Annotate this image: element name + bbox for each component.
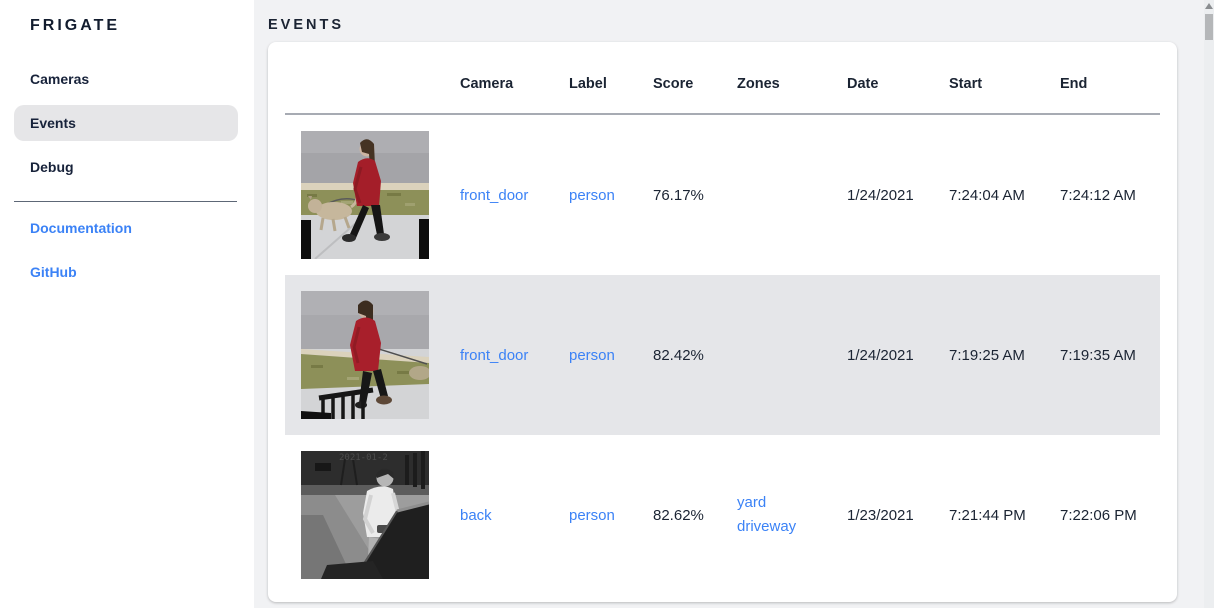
thumbnail-image-woman-red-coat-dog — [301, 131, 429, 259]
camera-link[interactable]: back — [460, 506, 492, 524]
sidebar-item-debug[interactable]: Debug — [14, 149, 238, 185]
date-value: 1/24/2021 — [847, 186, 914, 204]
scrollbar-up-arrow-icon[interactable] — [1205, 3, 1213, 9]
page-title: EVENTS — [268, 17, 345, 33]
label-link[interactable]: person — [569, 346, 615, 364]
zones-cell — [729, 114, 839, 275]
zones-cell: yard driveway — [729, 435, 839, 595]
date-value: 1/23/2021 — [847, 506, 914, 524]
sidebar: FRIGATE Cameras Events Debug Documentati… — [0, 0, 254, 608]
event-thumbnail[interactable] — [301, 131, 429, 259]
zone-link[interactable]: driveway — [737, 518, 797, 535]
camera-link[interactable]: front_door — [460, 186, 529, 204]
sidebar-link-documentation[interactable]: Documentation — [14, 210, 238, 246]
sidebar-link-label: Documentation — [30, 220, 132, 236]
score-value: 82.62% — [653, 506, 704, 524]
main-content: EVENTS Camera Label Score Zones Date Sta… — [254, 0, 1214, 608]
thumbnail-timestamp-text: 2021-01-2 — [339, 453, 388, 463]
col-header-zones: Zones — [729, 60, 839, 115]
sidebar-link-github[interactable]: GitHub — [14, 254, 238, 290]
label-link[interactable]: person — [569, 506, 615, 524]
zone-link[interactable]: yard — [737, 494, 767, 511]
sidebar-item-events[interactable]: Events — [14, 105, 238, 141]
event-thumbnail[interactable] — [301, 291, 429, 419]
score-value: 76.17% — [653, 186, 704, 204]
label-link[interactable]: person — [569, 186, 615, 204]
sidebar-item-cameras[interactable]: Cameras — [14, 61, 238, 97]
col-header-thumbnail — [285, 60, 452, 115]
col-header-date: Date — [839, 60, 941, 115]
camera-link[interactable]: front_door — [460, 346, 529, 364]
col-header-end: End — [1052, 60, 1160, 115]
end-time-value: 7:24:12 AM — [1060, 186, 1136, 204]
event-row[interactable]: 2021-01-2 — [285, 435, 1160, 595]
thumbnail-image-woman-red-hoodie-dog — [301, 291, 429, 419]
sidebar-item-label: Cameras — [30, 71, 90, 87]
events-table: Camera Label Score Zones Date Start End — [285, 60, 1160, 595]
sidebar-divider — [14, 201, 237, 202]
page-scrollbar[interactable] — [1204, 0, 1214, 608]
scrollbar-thumb[interactable] — [1205, 14, 1213, 40]
col-header-camera: Camera — [452, 60, 561, 115]
end-time-value: 7:19:35 AM — [1060, 346, 1136, 364]
app-logo: FRIGATE — [30, 17, 121, 34]
sidebar-item-label: Debug — [30, 159, 74, 175]
score-value: 82.42% — [653, 346, 704, 364]
sidebar-item-label: Events — [30, 115, 76, 131]
event-thumbnail[interactable]: 2021-01-2 — [301, 451, 429, 579]
date-value: 1/24/2021 — [847, 346, 914, 364]
thumbnail-image-man-white-shirt-night: 2021-01-2 — [301, 451, 429, 579]
event-row[interactable]: front_door person 82.42% 1/24/2021 7:19:… — [285, 275, 1160, 435]
table-header-row: Camera Label Score Zones Date Start End — [285, 60, 1160, 115]
events-card: Camera Label Score Zones Date Start End — [268, 42, 1177, 602]
start-time-value: 7:21:44 PM — [949, 506, 1026, 524]
sidebar-link-label: GitHub — [30, 264, 77, 280]
col-header-score: Score — [645, 60, 729, 115]
zones-cell — [729, 275, 839, 435]
start-time-value: 7:24:04 AM — [949, 186, 1025, 204]
start-time-value: 7:19:25 AM — [949, 346, 1025, 364]
end-time-value: 7:22:06 PM — [1060, 506, 1137, 524]
col-header-start: Start — [941, 60, 1052, 115]
col-header-label: Label — [561, 60, 645, 115]
event-row[interactable]: front_door person 76.17% 1/24/2021 7:24:… — [285, 114, 1160, 275]
